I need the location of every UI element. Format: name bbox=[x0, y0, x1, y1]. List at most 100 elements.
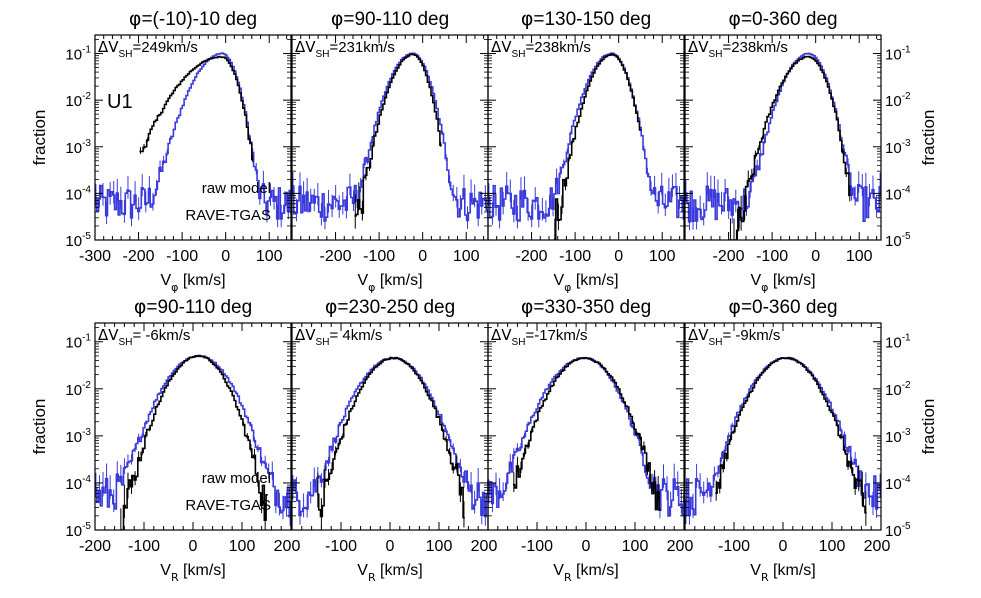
x-axis-label: VR [km/s] bbox=[750, 562, 815, 584]
panel-frame bbox=[487, 322, 685, 531]
curves bbox=[95, 52, 291, 228]
x-axis-label: VR [km/s] bbox=[160, 562, 225, 584]
x-axis-label: Vφ [km/s] bbox=[750, 272, 815, 294]
panel-r1-c2: φ=330-350 deg -100 0 100 200 VR [km/s] ΔVSH=-1… bbox=[487, 296, 694, 584]
raw-model-line bbox=[553, 53, 642, 240]
y-tick-label: 10-4 bbox=[65, 184, 91, 203]
delta-v-annotation: ΔVSH=238km/s bbox=[491, 38, 591, 60]
panel-label-u1: U1 bbox=[107, 91, 133, 113]
panel-title: φ=0-360 deg bbox=[728, 8, 837, 30]
x-tick-label: -200 bbox=[713, 248, 745, 265]
x-tick-label: -100 bbox=[718, 538, 750, 555]
x-tick-label: -100 bbox=[325, 538, 357, 555]
delta-v-annotation: ΔVSH= 4km/s bbox=[295, 326, 382, 348]
y-tick-label: 10-2 bbox=[885, 91, 911, 110]
panel-frame bbox=[684, 34, 882, 241]
x-tick-label: -200 bbox=[123, 248, 155, 265]
y-tick-label: 10-3 bbox=[65, 138, 91, 157]
x-tick-label: 200 bbox=[471, 538, 498, 555]
y-tick-label: 10-5 bbox=[885, 231, 911, 250]
x-tick-label: 100 bbox=[256, 248, 283, 265]
y-axis-label: fraction bbox=[30, 399, 49, 455]
x-tick-label: -200 bbox=[320, 248, 352, 265]
x-tick-label: 0 bbox=[418, 248, 427, 265]
x-tick-label: 0 bbox=[779, 538, 788, 555]
x-tick-label: 0 bbox=[614, 248, 623, 265]
x-tick-label: 0 bbox=[582, 538, 591, 555]
x-tick-label: -100 bbox=[559, 248, 591, 265]
x-tick-label: -200 bbox=[79, 538, 111, 555]
panel-title: φ=90-110 deg bbox=[134, 296, 252, 318]
panel-r0-c3: φ=0-360 deg -200 -100 0 100 Vφ [km/s] ΔVSH=238… bbox=[684, 8, 938, 294]
x-tick-label: 0 bbox=[221, 248, 230, 265]
y-tick-label: 10-1 bbox=[65, 45, 91, 64]
delta-v-annotation: ΔVSH=238km/s bbox=[688, 38, 788, 60]
panel-frame bbox=[487, 34, 685, 241]
panel-r1-c1: φ=230-250 deg -100 0 100 200 VR [km/s] ΔVSH= 4… bbox=[291, 296, 498, 584]
x-tick-label: 100 bbox=[453, 248, 480, 265]
panel-r1-c3: φ=0-360 deg -100 0 100 200 VR [km/s] ΔVSH= -9k… bbox=[684, 296, 938, 584]
legend-rave-tgas: RAVE-TGAS bbox=[185, 497, 271, 514]
panel-title: φ=0-360 deg bbox=[728, 296, 837, 318]
delta-v-annotation: ΔVSH=249km/s bbox=[98, 38, 198, 60]
curves bbox=[488, 356, 684, 519]
panel-title: φ=(-10)-10 deg bbox=[129, 8, 257, 30]
raw-model-line bbox=[512, 356, 661, 511]
y-axis-label: fraction bbox=[30, 110, 49, 166]
delta-v-annotation: ΔVSH=231km/s bbox=[295, 38, 395, 60]
x-axis-label: VR [km/s] bbox=[553, 562, 618, 584]
rave-tgas-line bbox=[685, 357, 881, 517]
panel-title: φ=330-350 deg bbox=[521, 296, 651, 318]
rave-tgas-line bbox=[95, 52, 291, 220]
raw-model-line bbox=[729, 55, 851, 240]
rave-tgas-line bbox=[488, 52, 684, 222]
panel-frame bbox=[94, 34, 292, 241]
delta-v-annotation: ΔVSH=-17km/s bbox=[491, 326, 588, 348]
curves bbox=[685, 356, 881, 526]
x-tick-label: 100 bbox=[426, 538, 453, 555]
x-tick-label: -100 bbox=[756, 248, 788, 265]
x-tick-label: -200 bbox=[516, 248, 548, 265]
raw-model-line bbox=[354, 53, 442, 217]
x-tick-label: 200 bbox=[274, 538, 301, 555]
panel-frame bbox=[684, 322, 882, 531]
legend-raw-model: raw model bbox=[202, 180, 271, 197]
raw-model-line bbox=[119, 355, 268, 530]
x-tick-label: 100 bbox=[622, 538, 649, 555]
y-tick-label: 10-4 bbox=[65, 474, 91, 493]
curves bbox=[292, 52, 488, 230]
x-tick-label: 200 bbox=[667, 538, 694, 555]
panel-r0-c0: φ=(-10)-10 deg -300 -200 -100 0 100 Vφ [km/s] Δ… bbox=[30, 8, 292, 294]
panel-r1-c0: φ=90-110 deg -200 -100 0 100 200 VR [km/s] ΔVSH… bbox=[30, 296, 300, 584]
x-axis-label: Vφ [km/s] bbox=[357, 272, 422, 294]
x-axis-label: Vφ [km/s] bbox=[160, 272, 225, 294]
curves bbox=[95, 354, 291, 530]
x-tick-label: -100 bbox=[128, 538, 160, 555]
y-tick-label: 10-2 bbox=[65, 91, 91, 110]
curves bbox=[488, 52, 684, 240]
y-tick-label: 10-1 bbox=[885, 45, 911, 64]
raw-model-line bbox=[715, 356, 867, 514]
y-axis-label: fraction bbox=[919, 110, 938, 166]
x-tick-label: 0 bbox=[189, 538, 198, 555]
y-tick-label: 10-4 bbox=[885, 184, 911, 203]
raw-model-line bbox=[316, 356, 465, 519]
y-tick-label: 10-5 bbox=[65, 521, 91, 540]
x-tick-label: 200 bbox=[864, 538, 891, 555]
legend-raw-model: raw model bbox=[202, 470, 271, 487]
panel-title: φ=130-150 deg bbox=[521, 8, 651, 30]
x-tick-label: -100 bbox=[521, 538, 553, 555]
delta-v-annotation: ΔVSH= -6km/s bbox=[98, 326, 190, 348]
x-tick-label: 0 bbox=[811, 248, 820, 265]
y-axis-label: fraction bbox=[919, 399, 938, 455]
x-tick-label: -100 bbox=[166, 248, 198, 265]
curves bbox=[685, 52, 881, 240]
plot-area: φ=(-10)-10 deg -300 -200 -100 0 100 Vφ [km/s] Δ… bbox=[30, 8, 938, 584]
x-tick-label: -100 bbox=[363, 248, 395, 265]
x-axis-label: Vφ [km/s] bbox=[553, 272, 618, 294]
x-tick-label: 100 bbox=[229, 538, 256, 555]
x-tick-label: 100 bbox=[846, 248, 873, 265]
x-tick-label: 100 bbox=[649, 248, 676, 265]
x-tick-label: 100 bbox=[819, 538, 846, 555]
